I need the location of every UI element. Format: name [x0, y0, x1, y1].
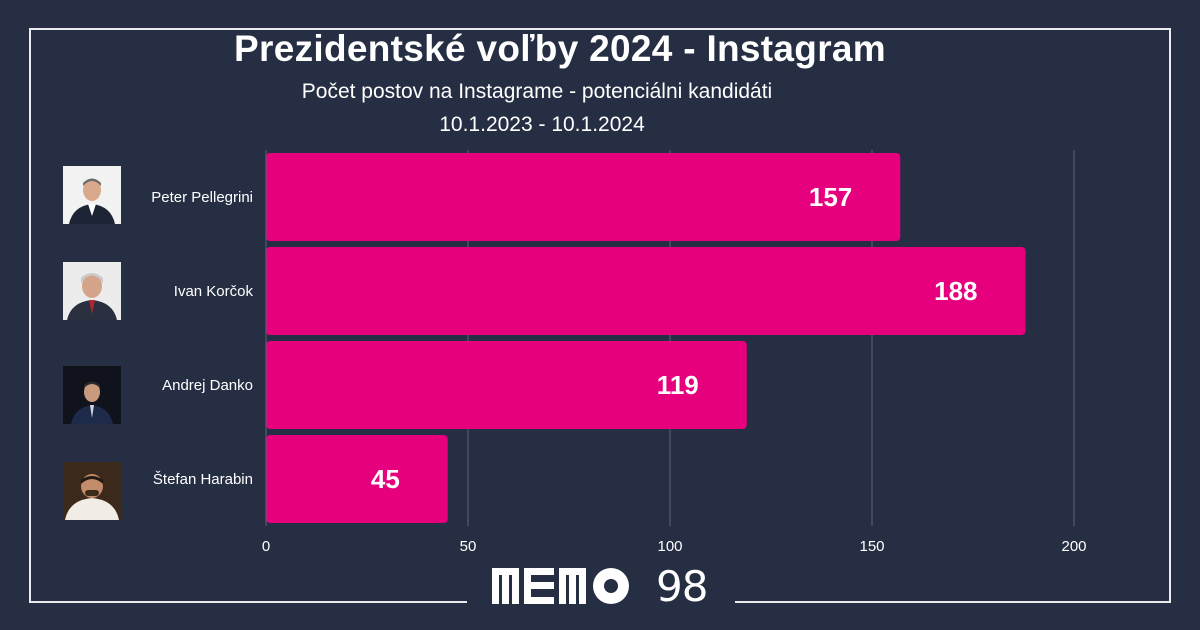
bar-value-label: 157	[809, 182, 852, 212]
candidate-photo-korcok	[63, 262, 121, 320]
x-tick-label: 0	[262, 538, 270, 555]
candidate-photo-pellegrini	[63, 166, 121, 224]
logo-number: 98	[656, 562, 708, 611]
chart-title: Prezidentské voľby 2024 - Instagram	[234, 28, 886, 69]
category-label: Andrej Danko	[162, 377, 253, 394]
bar	[266, 435, 448, 523]
date-range: 10.1.2023 - 10.1.2024	[439, 113, 645, 136]
category-label: Štefan Harabin	[153, 471, 253, 488]
x-tick-label: 100	[657, 538, 682, 555]
chart-subtitle: Počet postov na Instagrame - potenciálni…	[301, 80, 773, 103]
bar-value-label: 119	[657, 370, 699, 400]
candidate-photo-danko	[63, 366, 121, 424]
memo98-logo: 98	[490, 562, 712, 611]
bar	[266, 341, 747, 429]
category-label: Peter Pellegrini	[151, 189, 253, 206]
x-tick-label: 200	[1061, 538, 1086, 555]
candidate-photo-harabin	[63, 462, 121, 520]
x-tick-label: 50	[460, 538, 477, 555]
bar-value-label: 45	[371, 464, 400, 494]
bar	[266, 247, 1026, 335]
category-label: Ivan Korčok	[174, 283, 254, 300]
x-tick-label: 150	[859, 538, 884, 555]
bar-value-label: 188	[934, 276, 977, 306]
memo-wordmark-icon	[492, 568, 629, 604]
bar	[266, 153, 901, 241]
